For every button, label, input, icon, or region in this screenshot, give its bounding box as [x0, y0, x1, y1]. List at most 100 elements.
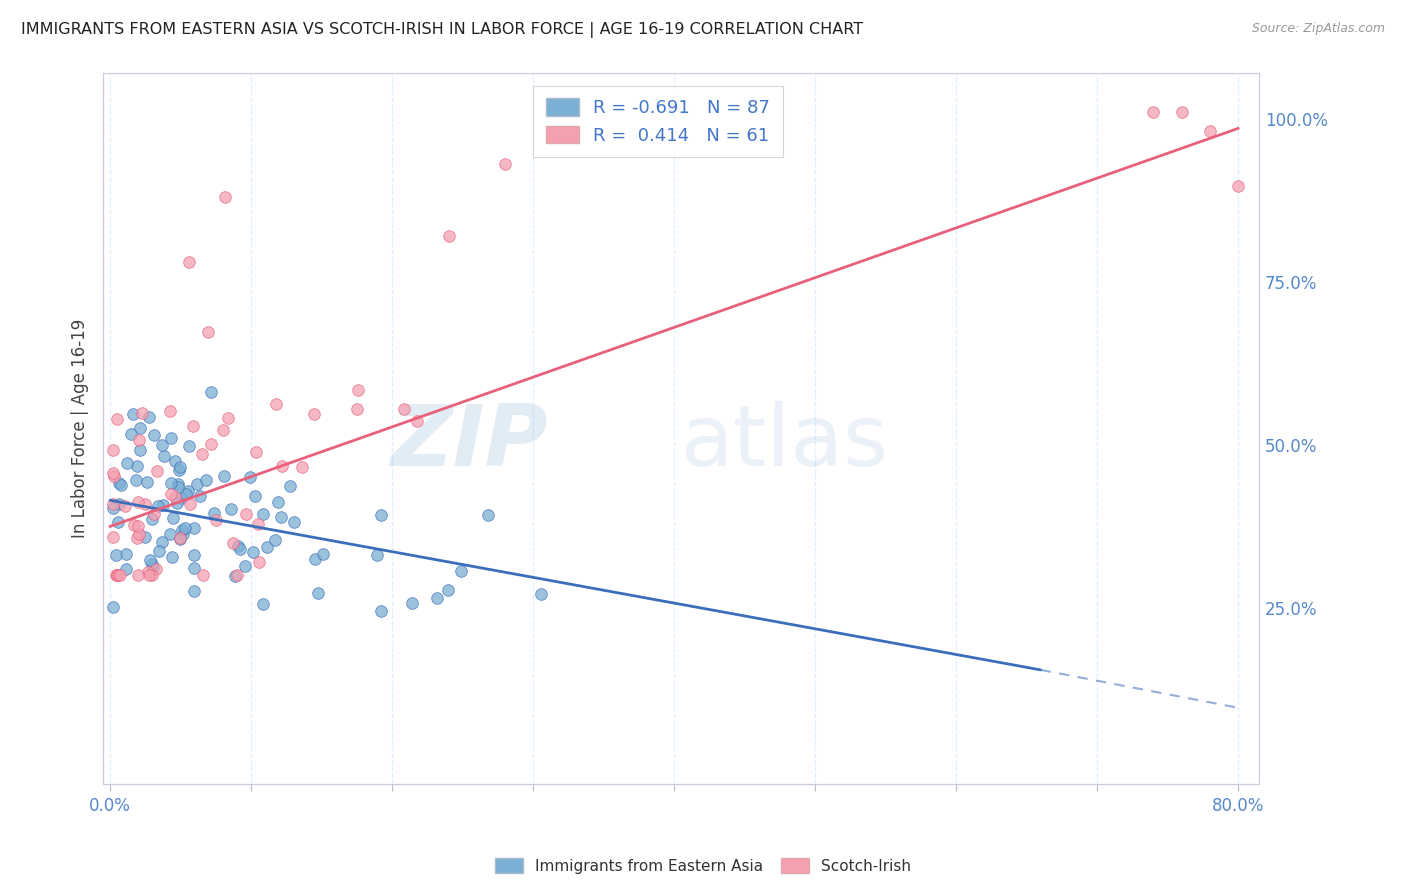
Point [103, 468, 125, 483]
Point [138, 568, 160, 582]
Point [188, 489, 211, 503]
Point [307, 586, 329, 600]
Point [1198, 124, 1220, 138]
Point [172, 524, 194, 538]
Point [529, 587, 551, 601]
Point [101, 466, 124, 480]
Point [252, 508, 274, 522]
Point [437, 229, 460, 244]
Point [256, 540, 278, 554]
Point [159, 527, 181, 541]
Point [159, 487, 181, 501]
Point [169, 459, 191, 474]
Point [228, 539, 250, 553]
Point [131, 407, 153, 421]
Point [139, 553, 162, 567]
Point [110, 568, 132, 582]
Point [107, 515, 129, 529]
Point [233, 558, 256, 573]
Point [107, 497, 129, 511]
Point [127, 568, 149, 582]
Point [219, 502, 242, 516]
Point [136, 565, 159, 579]
Point [138, 409, 160, 424]
Point [105, 549, 128, 563]
Point [222, 535, 245, 549]
Point [224, 568, 246, 582]
Point [1170, 105, 1192, 120]
Point [177, 439, 200, 453]
Point [181, 419, 204, 434]
Point [141, 557, 163, 571]
Point [174, 521, 197, 535]
Point [165, 454, 187, 468]
Point [270, 510, 292, 524]
Point [125, 473, 148, 487]
Point [197, 325, 219, 339]
Point [195, 473, 218, 487]
Point [121, 407, 143, 421]
Point [183, 560, 205, 574]
Point [146, 499, 169, 513]
Point [150, 535, 173, 549]
Point [108, 475, 131, 490]
Point [141, 568, 163, 582]
Point [105, 568, 128, 582]
Point [204, 512, 226, 526]
Point [153, 449, 176, 463]
Point [159, 404, 181, 418]
Point [115, 456, 138, 470]
Point [183, 584, 205, 599]
Point [170, 491, 193, 505]
Point [128, 442, 150, 457]
Legend: Immigrants from Eastern Asia, Scotch-Irish: Immigrants from Eastern Asia, Scotch-Iri… [489, 852, 917, 880]
Y-axis label: In Labor Force | Age 16-19: In Labor Force | Age 16-19 [72, 319, 89, 538]
Point [134, 497, 156, 511]
Point [312, 548, 335, 562]
Point [392, 402, 415, 417]
Point [143, 507, 166, 521]
Point [162, 511, 184, 525]
Point [179, 497, 201, 511]
Point [186, 477, 208, 491]
Point [169, 531, 191, 545]
Point [246, 517, 269, 532]
Point [177, 483, 200, 498]
Point [127, 519, 149, 533]
Point [169, 463, 191, 477]
Point [283, 515, 305, 529]
Point [169, 532, 191, 546]
Point [245, 445, 267, 459]
Point [366, 548, 388, 562]
Point [406, 414, 429, 428]
Point [211, 423, 233, 437]
Point [129, 421, 152, 435]
Point [166, 496, 188, 510]
Point [183, 521, 205, 535]
Point [177, 255, 200, 269]
Point [426, 591, 449, 605]
Point [135, 475, 157, 489]
Point [101, 497, 124, 511]
Point [477, 508, 499, 523]
Point [243, 489, 266, 503]
Text: Source: ZipAtlas.com: Source: ZipAtlas.com [1251, 22, 1385, 36]
Point [291, 460, 314, 475]
Point [103, 443, 125, 458]
Point [1142, 105, 1164, 120]
Point [160, 549, 183, 564]
Point [235, 507, 257, 521]
Point [370, 603, 392, 617]
Point [238, 470, 260, 484]
Point [247, 555, 270, 569]
Point [159, 431, 181, 445]
Point [101, 530, 124, 544]
Point [450, 564, 472, 578]
Point [214, 190, 236, 204]
Point [101, 501, 124, 516]
Point [145, 561, 167, 575]
Point [107, 568, 129, 582]
Point [101, 599, 124, 614]
Point [190, 447, 212, 461]
Point [172, 527, 194, 541]
